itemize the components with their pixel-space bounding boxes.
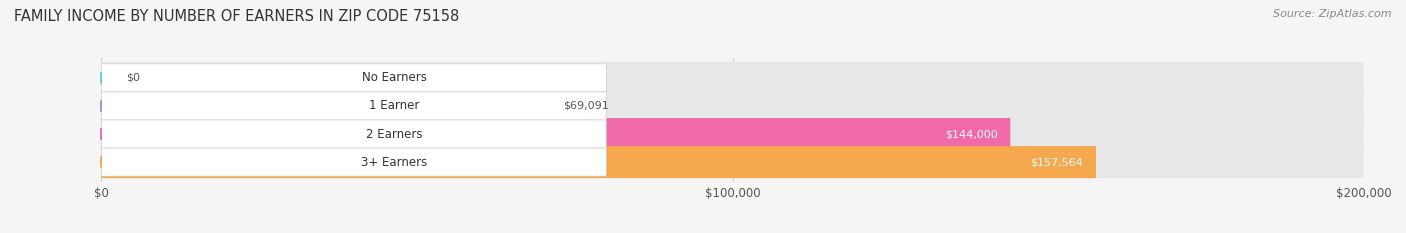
FancyBboxPatch shape (101, 64, 606, 92)
Text: 1 Earner: 1 Earner (368, 99, 419, 113)
FancyBboxPatch shape (101, 90, 1364, 122)
Text: 3+ Earners: 3+ Earners (361, 156, 427, 169)
FancyBboxPatch shape (101, 120, 606, 148)
Text: Source: ZipAtlas.com: Source: ZipAtlas.com (1274, 9, 1392, 19)
FancyBboxPatch shape (101, 90, 537, 122)
FancyBboxPatch shape (101, 118, 1364, 150)
Text: 2 Earners: 2 Earners (366, 127, 422, 140)
FancyBboxPatch shape (101, 146, 1364, 178)
Text: No Earners: No Earners (361, 71, 426, 84)
FancyBboxPatch shape (101, 146, 1095, 178)
Text: $144,000: $144,000 (945, 129, 998, 139)
FancyBboxPatch shape (101, 92, 606, 120)
Text: $0: $0 (127, 73, 141, 83)
FancyBboxPatch shape (101, 148, 606, 176)
FancyBboxPatch shape (101, 118, 1011, 150)
FancyBboxPatch shape (101, 62, 1364, 94)
Text: $69,091: $69,091 (562, 101, 609, 111)
Text: $157,564: $157,564 (1031, 157, 1083, 167)
Text: FAMILY INCOME BY NUMBER OF EARNERS IN ZIP CODE 75158: FAMILY INCOME BY NUMBER OF EARNERS IN ZI… (14, 9, 460, 24)
